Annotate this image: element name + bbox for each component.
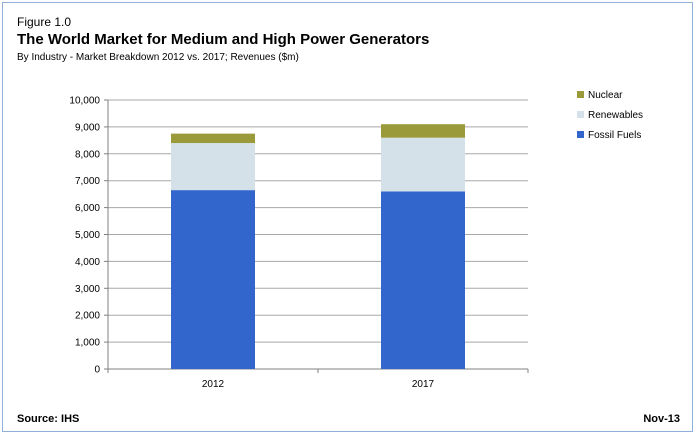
y-tick-label: 10,000 — [69, 96, 100, 107]
chart-subtitle: By Industry - Market Breakdown 2012 vs. … — [17, 52, 299, 63]
y-tick-label: 3,000 — [75, 284, 100, 295]
bar-renewables-2012 — [171, 143, 255, 191]
y-tick-label: 0 — [94, 365, 100, 376]
y-tick-label: 9,000 — [75, 122, 100, 133]
y-tick-label: 6,000 — [75, 203, 100, 214]
chart-title: The World Market for Medium and High Pow… — [17, 31, 430, 48]
chart-frame: Figure 1.0 The World Market for Medium a… — [2, 2, 693, 432]
y-tick-label: 5,000 — [75, 230, 100, 241]
bar-nuclear-2017 — [381, 124, 465, 138]
legend-swatch-renewables — [577, 111, 584, 118]
legend-label-nuclear: Nuclear — [588, 90, 623, 101]
bar-fossil-fuels-2012 — [171, 190, 255, 369]
date-note: Nov-13 — [643, 413, 680, 425]
y-tick-label: 2,000 — [75, 311, 100, 322]
bar-nuclear-2012 — [171, 133, 255, 144]
x-tick-label: 2012 — [202, 379, 225, 390]
y-tick-label: 4,000 — [75, 257, 100, 268]
legend-swatch-nuclear — [577, 91, 584, 98]
source-note: Source: IHS — [17, 413, 80, 425]
figure-label: Figure 1.0 — [17, 15, 72, 29]
bar-renewables-2017 — [381, 137, 465, 192]
bar-fossil-fuels-2017 — [381, 191, 465, 369]
legend-swatch-fossil-fuels — [577, 131, 584, 138]
x-tick-label: 2017 — [412, 379, 435, 390]
y-tick-label: 7,000 — [75, 176, 100, 187]
legend-label-fossil-fuels: Fossil Fuels — [588, 130, 641, 141]
legend-label-renewables: Renewables — [588, 110, 643, 121]
y-tick-label: 1,000 — [75, 338, 100, 349]
y-tick-label: 8,000 — [75, 149, 100, 160]
